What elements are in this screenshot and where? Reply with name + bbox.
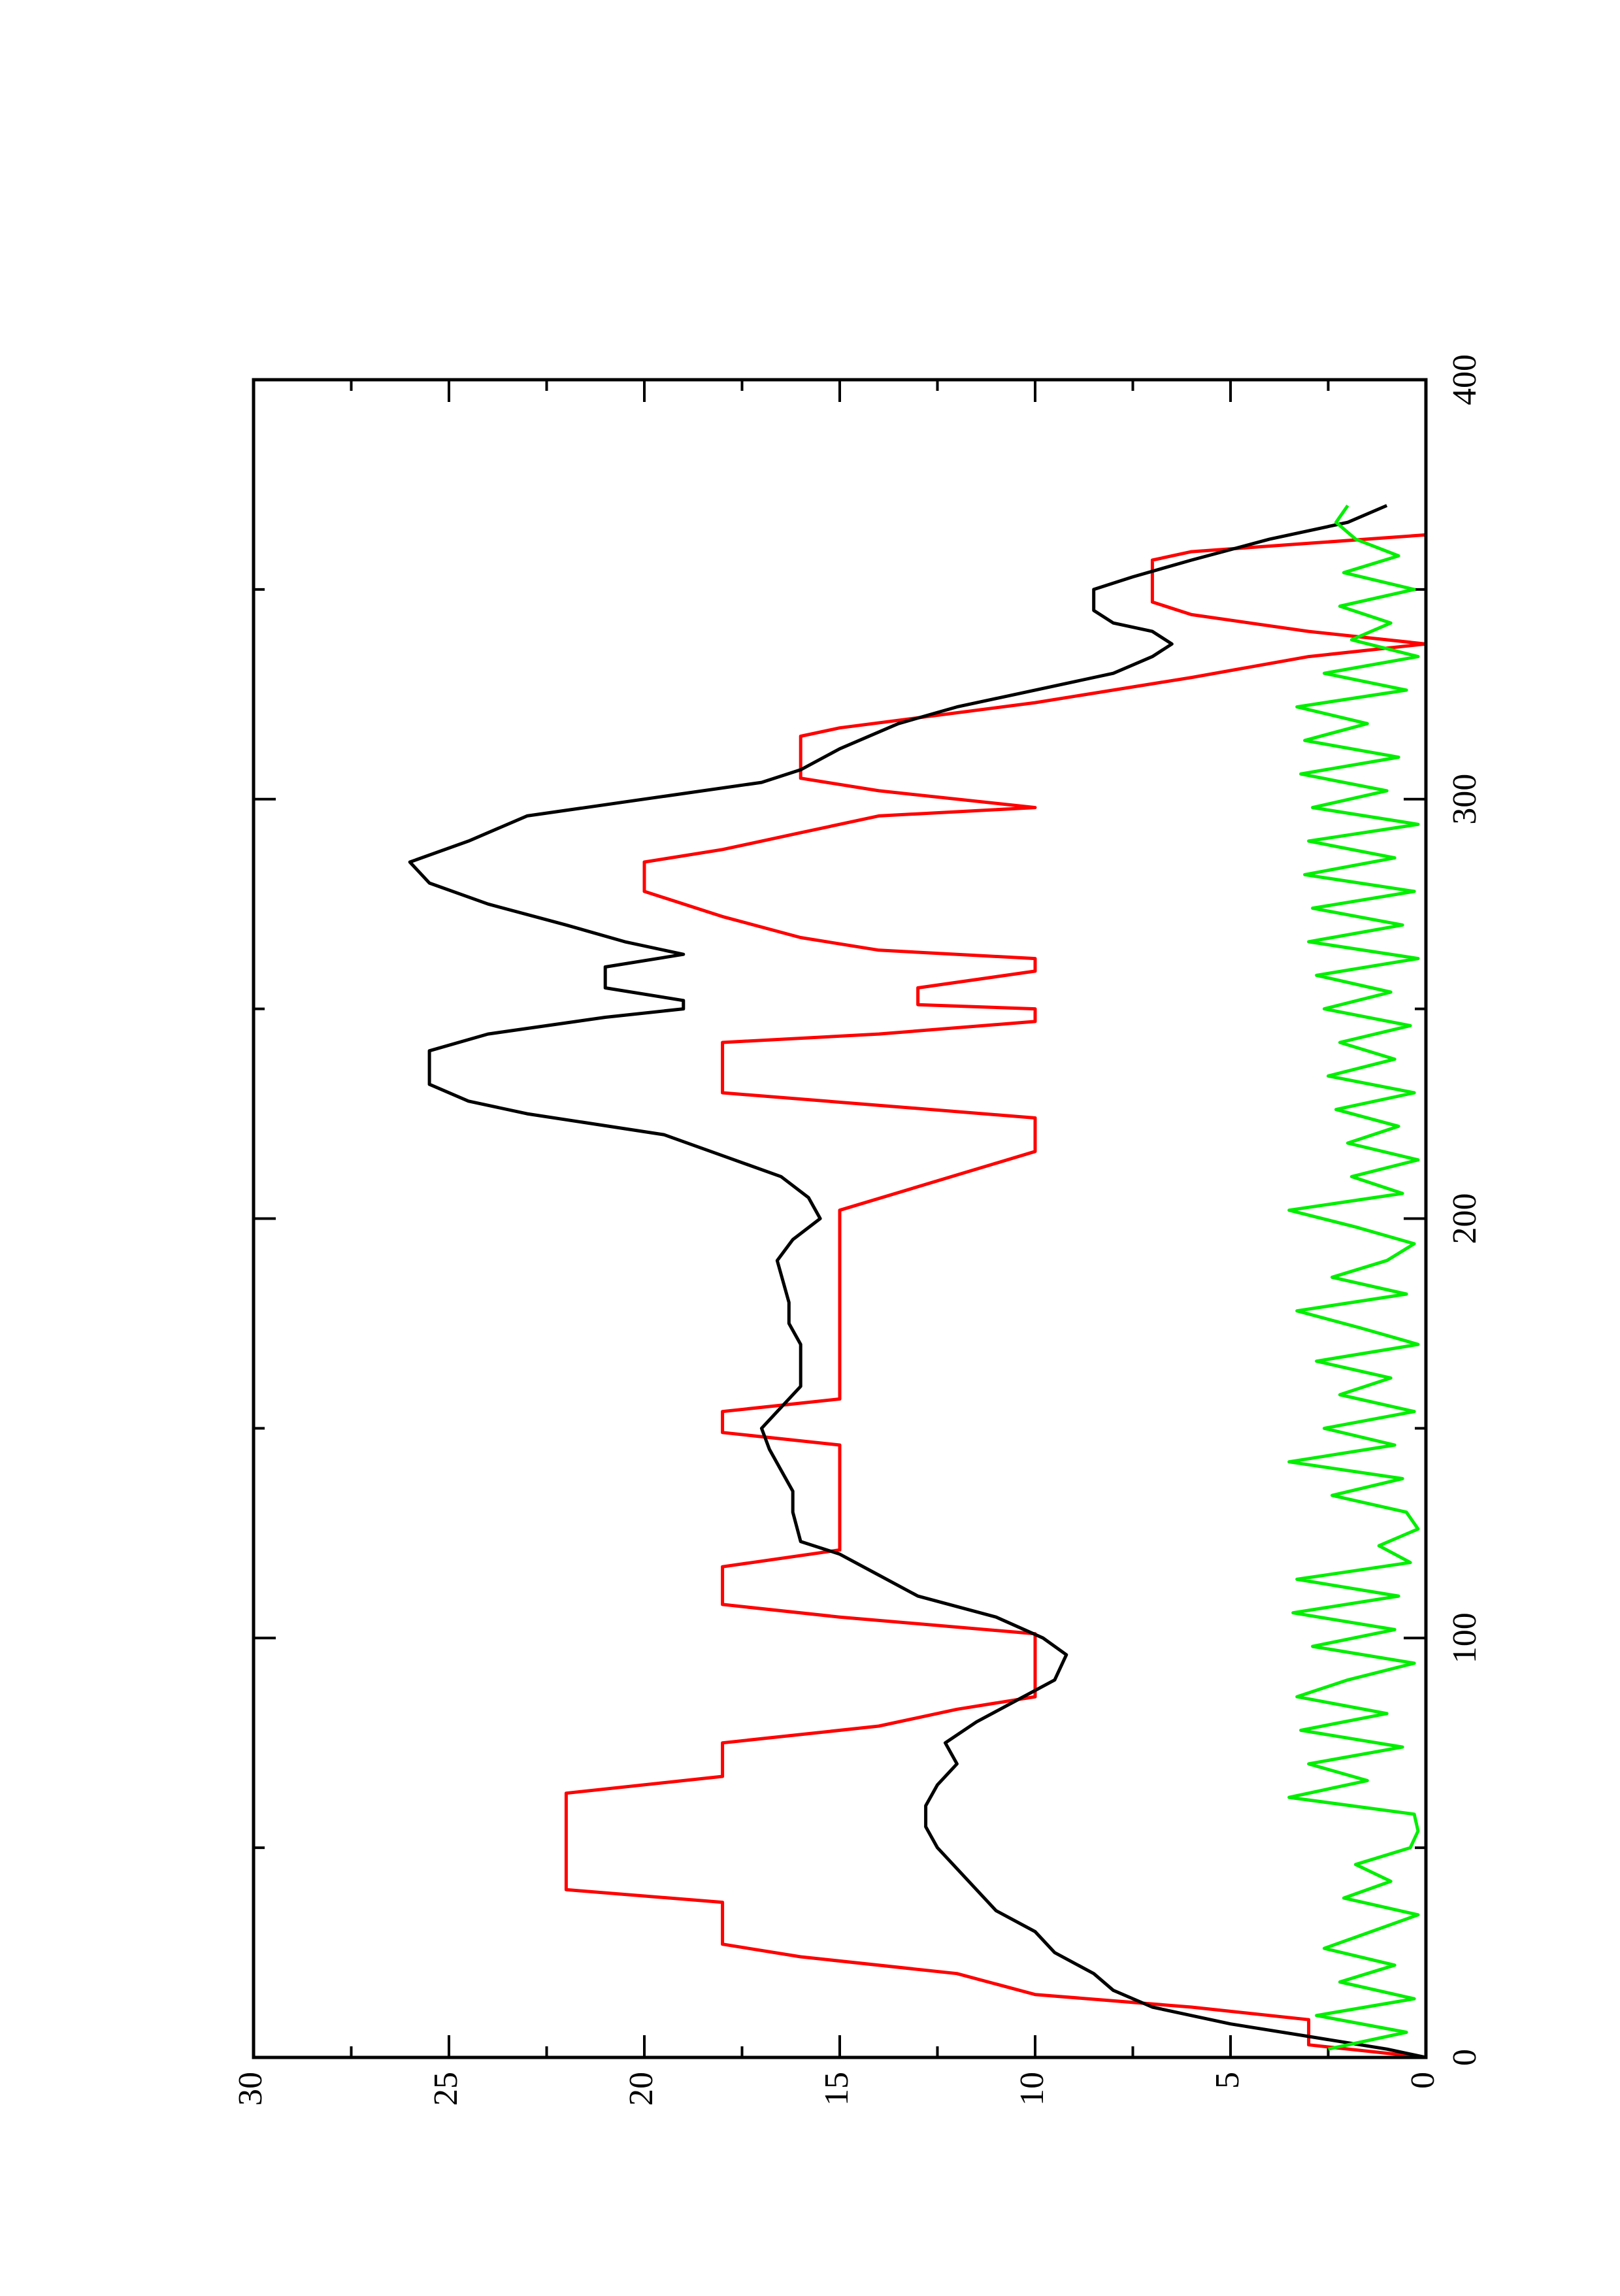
y-tick-label: 5 — [1209, 2072, 1246, 2089]
y-tick-label: 20 — [623, 2072, 660, 2106]
series-line — [1287, 505, 1420, 2051]
y-tick-label: 15 — [818, 2072, 855, 2106]
x-tick-label: 400 — [1446, 354, 1483, 405]
x-tick-label: 300 — [1446, 774, 1483, 825]
chart: 0 100 200 300 400 0 5 10 15 20 25 30 — [232, 354, 1483, 2106]
y-tick-label: 0 — [1404, 2072, 1442, 2089]
y-tick-label: 10 — [1014, 2072, 1051, 2106]
series-line — [408, 504, 1427, 2059]
x-tick-label: 200 — [1446, 1193, 1483, 1244]
series-line — [564, 533, 1428, 2059]
x-tick-label: 100 — [1446, 1612, 1483, 1663]
y-tick-label: 25 — [427, 2072, 465, 2106]
plot-frame — [252, 378, 1428, 2059]
y-tick-label: 30 — [232, 2072, 269, 2106]
x-tick-label: 0 — [1446, 2049, 1483, 2066]
